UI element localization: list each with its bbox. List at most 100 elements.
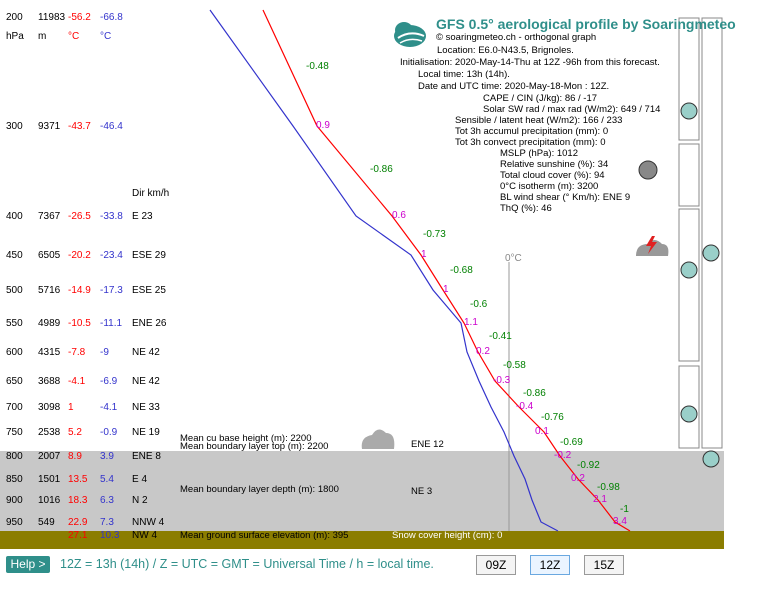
lapse-rate-label: -0.86 (523, 388, 546, 399)
row-pressure: 500 (6, 285, 23, 296)
info-line: Tot 3h accumul precipitation (mm): 0 (455, 126, 608, 137)
row-temperature: -7.8 (68, 347, 86, 358)
wind-gauge-icon (702, 450, 720, 468)
lapse-rate-label: -0.41 (489, 331, 512, 342)
row-pressure: 300 (6, 121, 23, 132)
info-line: CAPE / CIN (J/kg): 86 / -17 (483, 93, 597, 104)
row-temperature: 18.3 (68, 495, 88, 506)
time-button-15z[interactable]: 15Z (584, 555, 624, 575)
row-temperature: -20.2 (68, 250, 91, 261)
row-dewpoint: -17.3 (100, 285, 123, 296)
row-dewpoint: -33.8 (100, 211, 123, 222)
bl-top-label: Mean boundary layer top (m): 2200 (180, 441, 328, 452)
ground-band (0, 531, 724, 549)
info-line: Total cloud cover (%): 94 (500, 170, 605, 181)
lapse-rate-label: 0.1 (535, 426, 549, 437)
row-dewpoint: -11.1 (100, 318, 122, 329)
page-subtitle: © soaringmeteo.ch - orthogonal graph (436, 32, 597, 43)
row-altitude: 4315 (38, 347, 61, 358)
row-temperature: -43.7 (68, 121, 91, 132)
row-dewpoint: -6.9 (100, 376, 118, 387)
row-wind: NE 19 (132, 427, 160, 438)
row-dewpoint: -0.9 (100, 427, 118, 438)
lapse-rate-label: -0.68 (450, 265, 473, 276)
help-button[interactable]: Help > (6, 556, 50, 573)
info-line: 0°C isotherm (m): 3200 (500, 181, 598, 192)
row-dewpoint: 5.4 (100, 474, 114, 485)
header-altitude: m (38, 31, 46, 42)
lapse-rate-label: 0.9 (316, 120, 330, 131)
info-line: Initialisation: 2020-May-14-Thu at 12Z -… (400, 57, 660, 68)
ground-elevation-label: Mean ground surface elevation (m): 395 (180, 530, 348, 541)
row-wind: NNW 4 (132, 517, 165, 528)
row-altitude: 6505 (38, 250, 61, 261)
row-wind: NE 33 (132, 402, 160, 413)
row-pressure: 550 (6, 318, 23, 329)
info-line: MSLP (hPa): 1012 (500, 148, 578, 159)
row-wind: E 4 (132, 474, 147, 485)
row-temperature: 1 (68, 402, 74, 413)
zero-degree-label: 0°C (505, 253, 522, 264)
row-dewpoint: -66.8 (100, 12, 123, 23)
lapse-rate-label: 1.1 (464, 317, 478, 328)
info-line: BL wind shear (° Km/h): ENE 9 (500, 192, 630, 203)
row-altitude: 5716 (38, 285, 61, 296)
row-dewpoint: -9 (100, 347, 109, 358)
lapse-rate-label: -0.58 (503, 360, 526, 371)
profile-chart: 0°C 0.9 0.6 1 1 1.1 0.2 -0.3 -0.4 0.1 -0.2 0.2 2.1 3.… (0, 9, 724, 549)
lapse-rate-label: 2.1 (593, 494, 607, 505)
lapse-rate-label: -0.92 (577, 460, 600, 471)
row-temperature: 8.9 (68, 451, 82, 462)
info-line: Solar SW rad / max rad (W/m2): 649 / 714 (483, 104, 660, 115)
lapse-rate-label: -0.76 (541, 412, 564, 423)
row-dewpoint: -46.4 (100, 121, 123, 132)
sun-gauge-icon (680, 102, 698, 120)
snow-cover-label: Snow cover height (cm): 0 (392, 530, 502, 541)
scale-box (678, 143, 700, 207)
row-altitude: 2007 (38, 451, 61, 462)
row-pressure: 200 (6, 12, 23, 23)
row-dewpoint: -23.4 (100, 250, 123, 261)
lapse-rate-label: -0.86 (370, 164, 393, 175)
cumulus-cloud-icon (361, 429, 395, 449)
row-altitude: 3688 (38, 376, 61, 387)
row-altitude: 4989 (38, 318, 61, 329)
boundary-layer-band (0, 451, 724, 533)
row-wind: E 23 (132, 211, 153, 222)
cloud-cover-icon (638, 160, 658, 180)
row-altitude: 9371 (38, 121, 61, 132)
lightning-icon (646, 236, 657, 254)
bl-wind-label: ENE 12 (411, 439, 444, 450)
row-altitude: 11983 (38, 12, 66, 23)
lapse-rate-label: -0.6 (470, 299, 488, 310)
info-line: Relative sunshine (%): 34 (500, 159, 608, 170)
row-pressure: 850 (6, 474, 23, 485)
header-dewpoint: °C (100, 31, 111, 42)
row-dewpoint: 6.3 (100, 495, 114, 506)
lapse-rate-label: -0.4 (516, 401, 534, 412)
row-temperature: 27.1 (68, 530, 88, 541)
lapse-rate-label: 0.2 (476, 346, 490, 357)
row-temperature: 22.9 (68, 517, 88, 528)
scale-box (678, 208, 700, 362)
row-pressure: 400 (6, 211, 23, 222)
header-temp: °C (68, 31, 79, 42)
info-line: Local time: 13h (14h). (418, 69, 510, 80)
bl-depth-label: Mean boundary layer depth (m): 1800 (180, 484, 339, 495)
wind-gauge-icon (702, 244, 720, 262)
dewpoint-line (209, 9, 559, 532)
header-wind: Dir km/h (132, 188, 169, 199)
lapse-rate-label: 0.6 (392, 210, 406, 221)
time-button-09z[interactable]: 09Z (476, 555, 516, 575)
time-button-12z[interactable]: 12Z (530, 555, 570, 575)
soaringmeteo-logo-icon (394, 22, 426, 47)
row-temperature: -56.2 (68, 12, 91, 23)
footer-bar: Help > 12Z = 13h (14h) / Z = UTC = GMT =… (0, 552, 760, 590)
lapse-rate-label: -0.98 (597, 482, 620, 493)
info-line: Sensible / latent heat (W/m2): 166 / 233 (455, 115, 622, 126)
row-pressure: 800 (6, 451, 23, 462)
scale-box (678, 17, 700, 141)
row-altitude: 2538 (38, 427, 61, 438)
lapse-rate-label: -0.48 (306, 61, 329, 72)
